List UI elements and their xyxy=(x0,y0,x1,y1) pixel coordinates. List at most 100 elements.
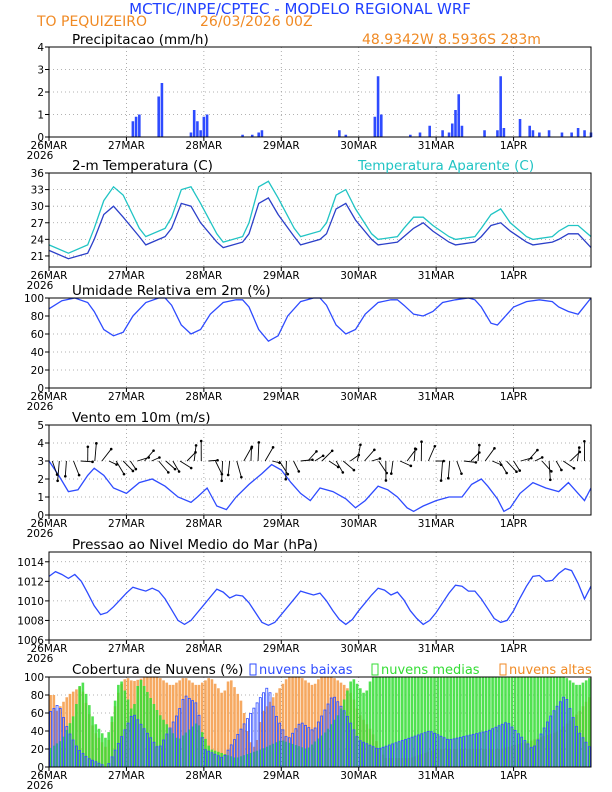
wind-arrow-head xyxy=(460,472,463,475)
wind-arrow-head xyxy=(477,443,481,447)
cloud-bar-nuvens-medias xyxy=(423,677,427,767)
cloud-bar-nuvens-medias xyxy=(575,684,578,767)
cloud-bar-nuvens-medias xyxy=(384,677,388,767)
cloud-bar-nuvens-medias xyxy=(526,677,530,767)
precip-bar xyxy=(457,94,461,137)
x-tick-label: 30MAR xyxy=(340,270,377,282)
cloud-bar-nuvens-altas xyxy=(323,677,327,767)
cloud-bar-nuvens-medias xyxy=(313,741,317,767)
x-tick-label: 31MAR xyxy=(418,270,455,282)
wind-arrow-head xyxy=(341,471,345,474)
cloud-bar-nuvens-medias xyxy=(265,746,269,767)
cloud-bar-nuvens-medias xyxy=(239,756,243,767)
y-tick-label: 5 xyxy=(37,420,44,432)
cloud-bar-nuvens-medias xyxy=(539,677,543,767)
wind-arrow-head xyxy=(220,479,223,483)
precip-bar xyxy=(570,132,573,137)
cloud-bar-nuvens-altas xyxy=(313,683,317,767)
wind-arrow xyxy=(534,457,543,462)
cloud-bar-nuvens-medias xyxy=(210,749,214,767)
cloud-bar-nuvens-medias xyxy=(542,677,546,767)
cloud-bar-nuvens-medias xyxy=(165,724,169,767)
cloud-bar-nuvens-altas xyxy=(207,678,211,767)
cloud-legend-swatch xyxy=(371,663,379,676)
cloud-bar-nuvens-medias xyxy=(510,677,514,767)
x-tick-label: 1APR xyxy=(500,643,528,655)
x-tick-label: 30MAR xyxy=(340,140,377,152)
y-tick-label: 1 xyxy=(37,110,44,122)
precip-bar xyxy=(189,132,193,137)
x-tick-label: 27MAR xyxy=(108,770,145,782)
wind-arrow xyxy=(477,445,480,462)
x-tick-label: 29MAR xyxy=(263,270,300,282)
wind-arrow xyxy=(577,447,580,462)
cloud-bar-nuvens-altas xyxy=(320,677,323,767)
cloud-bar-nuvens-altas xyxy=(288,677,291,767)
cloud-bar-nuvens-medias xyxy=(442,677,446,767)
precip-bar xyxy=(241,134,244,137)
wind-arrow xyxy=(307,451,317,462)
cloud-bar-nuvens-medias xyxy=(107,732,110,767)
cloud-bar-nuvens-medias xyxy=(291,743,294,767)
cloud-bar-nuvens-medias xyxy=(497,677,501,767)
wind-arrow xyxy=(285,460,287,480)
wind-arrow-head xyxy=(226,473,230,477)
cloud-bar-nuvens-altas xyxy=(300,678,304,767)
x-tick-label: 31MAR xyxy=(418,140,455,152)
wind-arrow-head xyxy=(95,442,98,445)
wind-arrow xyxy=(179,460,192,469)
cloud-bar-nuvens-altas xyxy=(246,731,249,767)
wind-arrow xyxy=(427,446,436,462)
y-tick-label: 20 xyxy=(31,744,44,756)
cloud-bar-nuvens-medias xyxy=(388,677,391,767)
panel-title: Umidade Relativa em 2m (%) xyxy=(72,283,271,299)
wind-arrow-head xyxy=(158,456,161,459)
wind-arrow-head xyxy=(548,478,552,482)
cloud-bar-nuvens-medias xyxy=(81,682,85,767)
wind-arrow-head xyxy=(409,464,413,468)
x-tick-label: 27MAR xyxy=(108,518,145,530)
cloud-bar-nuvens-altas xyxy=(236,693,240,767)
y-tick-label: 20 xyxy=(31,365,44,377)
cloud-bar-nuvens-medias xyxy=(588,678,591,767)
y-tick-label: 30 xyxy=(31,201,44,213)
year-label: 2026 xyxy=(27,280,54,292)
wind-arrow xyxy=(463,460,476,463)
wind-arrow-head xyxy=(572,466,576,470)
cloud-bar-nuvens-medias xyxy=(533,677,536,767)
cloud-bar-nuvens-medias xyxy=(233,757,236,767)
x-tick-label: 30MAR xyxy=(340,391,377,403)
wind-arrow-head xyxy=(447,476,450,480)
cloud-bar-nuvens-medias xyxy=(478,677,482,767)
x-tick-label: 26MAR xyxy=(31,270,68,282)
cloud-bar-nuvens-medias xyxy=(475,677,478,767)
cloud-bar-nuvens-medias xyxy=(168,728,172,767)
precip-bar xyxy=(344,134,348,137)
panel-frame xyxy=(48,551,592,641)
x-tick-label: 31MAR xyxy=(418,518,455,530)
wind-arrow xyxy=(350,454,360,462)
x-tick-label: 1APR xyxy=(500,270,528,282)
cloud-legend-label: nuvens altas xyxy=(509,663,592,678)
cloud-bar-nuvens-altas xyxy=(281,683,285,767)
cloud-bar-nuvens-altas xyxy=(233,687,236,767)
cloud-bar-nuvens-medias xyxy=(204,738,207,767)
precip-bar xyxy=(205,114,209,137)
x-tick-label: 1APR xyxy=(500,518,528,530)
wind-arrow-head xyxy=(439,479,443,482)
wind-arrow-head xyxy=(330,449,334,453)
wind-arrow-head xyxy=(560,468,563,472)
x-tick-label: 28MAR xyxy=(185,391,222,403)
cloud-bar-nuvens-altas xyxy=(55,710,59,767)
cloud-bar-nuvens-medias xyxy=(355,683,359,767)
cloud-bar-nuvens-medias xyxy=(249,752,252,767)
wind-arrow xyxy=(390,460,394,474)
wind-arrow xyxy=(80,460,93,463)
cloud-bar-nuvens-medias xyxy=(413,677,417,767)
cloud-bar-nuvens-medias xyxy=(78,686,81,767)
cloud-bar-nuvens-medias xyxy=(288,742,291,767)
precip-bar xyxy=(376,76,380,137)
wind-arrow xyxy=(328,460,339,468)
cloud-bar-nuvens-medias xyxy=(162,719,165,767)
wind-arrow xyxy=(94,443,97,462)
